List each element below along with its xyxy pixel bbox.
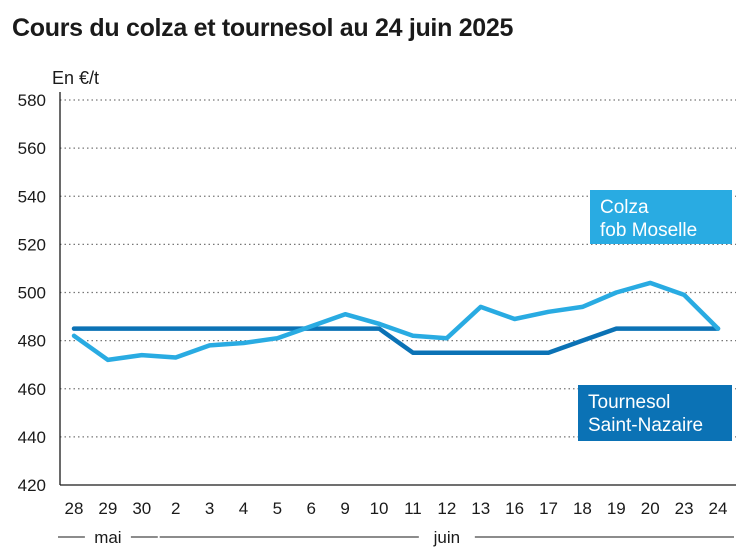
y-tick-label: 540 (18, 187, 46, 206)
x-tick-label: 12 (437, 499, 456, 518)
month-groups: mai juin (58, 528, 734, 547)
x-tick-label: 3 (205, 499, 214, 518)
x-tick-label: 30 (132, 499, 151, 518)
x-tick-label: 16 (505, 499, 524, 518)
x-tick-label: 11 (404, 499, 422, 518)
series-lines (71, 280, 721, 363)
x-tick-label: 17 (539, 499, 558, 518)
month-group-label: juin (433, 528, 460, 547)
legend-colza: Colza fob Moselle (590, 190, 732, 244)
y-tick-label: 480 (18, 332, 46, 351)
y-tick-label: 580 (18, 91, 46, 110)
x-tick-label: 5 (273, 499, 282, 518)
chart-title: Cours du colza et tournesol au 24 juin 2… (12, 14, 514, 42)
y-tick-label: 560 (18, 139, 46, 158)
x-tick-label: 28 (65, 499, 84, 518)
x-tick-label: 29 (98, 499, 117, 518)
x-tick-label: 4 (239, 499, 248, 518)
series-line-tournesol (71, 326, 721, 355)
x-tick-label: 18 (573, 499, 592, 518)
legend-tournesol-line1: Tournesol (588, 392, 671, 413)
legend-colza-line2: fob Moselle (600, 220, 698, 241)
y-tick-labels: 420 440 460 480 500 520 540 560 580 (18, 91, 46, 495)
y-tick-label: 420 (18, 476, 46, 495)
x-tick-label: 6 (307, 499, 316, 518)
x-tick-label: 23 (675, 499, 694, 518)
x-tick-label: 10 (370, 499, 389, 518)
legend-colza-line1: Colza (600, 197, 649, 218)
x-tick-labels: 28 29 30 2 3 4 5 6 9 10 11 12 13 16 17 18 19 20 23 24 (65, 499, 728, 518)
legend-tournesol: Tournesol Saint-Nazaire (578, 385, 732, 441)
y-tick-label: 500 (18, 284, 46, 303)
y-tick-label: 440 (18, 428, 46, 447)
x-tick-label: 13 (471, 499, 490, 518)
series-line-colza (71, 280, 721, 363)
y-tick-label: 520 (18, 235, 46, 254)
x-tick-label: 20 (641, 499, 660, 518)
x-tick-label: 19 (607, 499, 626, 518)
x-tick-label: 9 (340, 499, 349, 518)
x-tick-label: 24 (709, 499, 728, 518)
x-tick-label: 2 (171, 499, 180, 518)
month-group-label: mai (94, 528, 121, 547)
y-tick-label: 460 (18, 380, 46, 399)
legend-tournesol-line2: Saint-Nazaire (588, 415, 704, 436)
y-axis-label: En €/t (52, 68, 100, 88)
